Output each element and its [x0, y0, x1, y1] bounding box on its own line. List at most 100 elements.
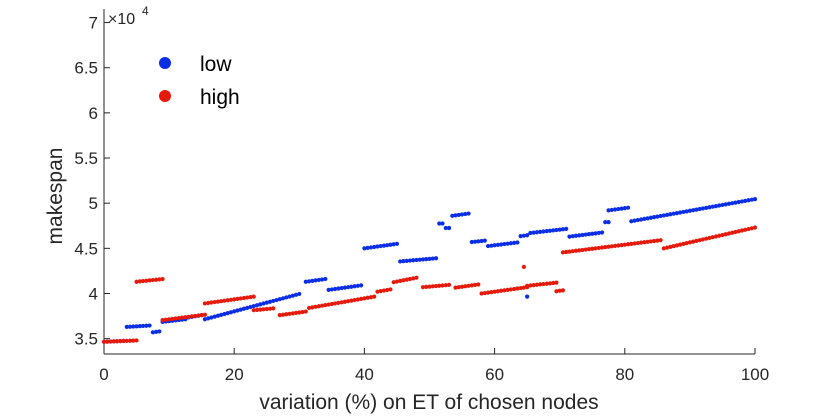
data-point-low [609, 207, 614, 213]
y-tick-label: 6 [89, 104, 98, 123]
data-point-low [661, 213, 666, 218]
data-point-low [443, 225, 448, 231]
data-point-high [713, 234, 719, 239]
data-point-low [616, 206, 621, 212]
data-point-high [121, 338, 126, 344]
data-point-high [306, 305, 312, 311]
data-point-low [590, 231, 595, 236]
data-point-high [726, 231, 732, 236]
data-point-low [202, 317, 208, 322]
data-point-high [385, 287, 390, 293]
data-point-high [238, 296, 243, 301]
data-point-low [326, 287, 331, 292]
data-point-low [459, 212, 465, 217]
data-point-low [271, 298, 276, 304]
data-point-low [648, 215, 653, 220]
data-point-high [752, 225, 758, 230]
data-point-low [157, 329, 162, 334]
data-point-low [625, 205, 631, 210]
data-point-high [346, 299, 351, 304]
data-point-low [424, 257, 429, 262]
data-point-low [375, 244, 380, 249]
data-point-low [232, 309, 237, 314]
series-high [101, 225, 758, 344]
data-point-high [655, 238, 660, 243]
data-point-high [590, 246, 595, 251]
data-point-low [284, 295, 289, 300]
data-point-low [580, 232, 585, 238]
data-point-high [303, 309, 308, 314]
data-point-low [437, 221, 442, 226]
data-point-low [469, 239, 474, 245]
data-point-high [368, 295, 374, 300]
data-point-high [277, 313, 282, 318]
data-point-high [586, 247, 592, 252]
data-point-high [616, 243, 621, 248]
x-axis-ticks: 0 20 40 60 80 100 [99, 348, 769, 384]
data-point-low [251, 304, 256, 309]
data-point-low [267, 299, 273, 304]
data-point-high [554, 280, 559, 285]
data-point-low [398, 259, 403, 264]
data-point-low [450, 213, 455, 218]
y-tick-label: 5.5 [74, 149, 98, 168]
data-point-high [518, 285, 523, 291]
data-point-low [209, 315, 214, 320]
data-point-high [560, 250, 566, 255]
data-point-low [306, 279, 312, 284]
data-point-low [414, 257, 419, 263]
data-point-low [508, 241, 513, 246]
data-point-high [225, 298, 230, 303]
data-point-high [420, 285, 426, 290]
data-point-high [349, 298, 354, 303]
data-point-high [625, 242, 631, 247]
data-point-low [303, 279, 308, 284]
data-point-high [323, 303, 328, 308]
data-point-high [134, 338, 139, 343]
data-point-low [222, 311, 227, 317]
data-point-low [717, 203, 722, 208]
data-point-high [437, 283, 442, 288]
data-point-low [153, 329, 159, 334]
y-multiplier-label: ×10 [108, 11, 135, 28]
data-point-high [219, 299, 224, 304]
data-point-low [466, 211, 471, 216]
data-point-low [219, 312, 224, 317]
data-point-low [681, 209, 686, 215]
data-point-low [241, 306, 247, 311]
x-tick-label: 100 [741, 365, 769, 384]
data-point-high [398, 278, 403, 284]
data-point-high [342, 299, 347, 304]
data-point-high [372, 294, 377, 299]
data-point-high [167, 317, 172, 322]
data-point-low [577, 233, 582, 238]
data-point-low [336, 286, 341, 291]
data-point-high [505, 287, 510, 292]
y-tick-label: 7 [89, 14, 98, 33]
data-point-high [254, 307, 260, 312]
data-point-low [612, 207, 618, 212]
data-point-low [749, 197, 754, 202]
data-point-high [577, 248, 582, 253]
data-point-low [339, 285, 344, 291]
data-point-high [206, 300, 211, 306]
data-point-low [248, 304, 253, 310]
data-point-low [619, 206, 624, 211]
data-point-low [707, 205, 712, 210]
data-point-low [323, 276, 328, 282]
y-tick-label: 4.5 [74, 239, 98, 258]
data-point-low [746, 198, 751, 203]
data-point-low [147, 323, 152, 328]
data-point-low [704, 205, 709, 210]
data-point-high [355, 297, 360, 302]
data-point-high [222, 298, 227, 303]
data-point-high [407, 276, 413, 282]
data-point-high [619, 242, 624, 248]
data-point-low [743, 198, 748, 203]
data-point-high [502, 288, 507, 293]
data-point-low [401, 259, 406, 264]
data-point-high [319, 303, 325, 308]
data-point-high [599, 245, 605, 250]
data-point-high [612, 243, 618, 248]
